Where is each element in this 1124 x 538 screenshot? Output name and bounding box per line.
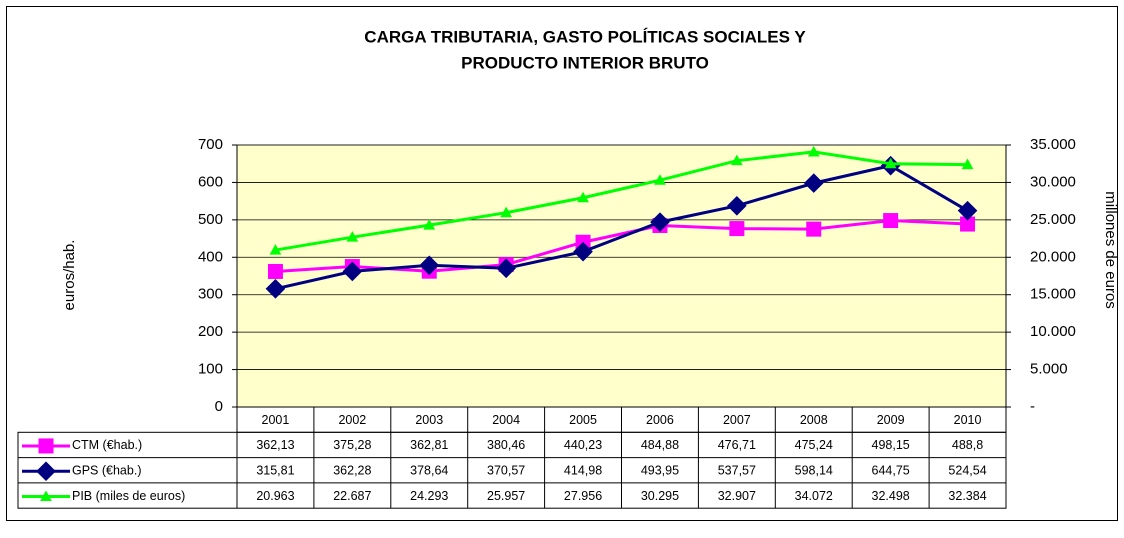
marker bbox=[573, 241, 593, 262]
y2-tick-label: 5.000 bbox=[1030, 361, 1068, 378]
marker bbox=[729, 221, 745, 237]
marker bbox=[419, 255, 440, 276]
table-cell: 488,8 bbox=[952, 438, 983, 452]
table-border bbox=[17, 431, 1007, 509]
marker bbox=[957, 200, 978, 221]
marker bbox=[883, 213, 899, 229]
table-cell: 524,54 bbox=[948, 464, 986, 478]
y2-tick-label: 30.000 bbox=[1030, 173, 1076, 190]
marker bbox=[731, 154, 743, 166]
marker bbox=[269, 244, 282, 255]
chart-title: PRODUCTO INTERIOR BRUTO bbox=[461, 53, 709, 72]
table-cell: 476,71 bbox=[718, 438, 756, 452]
table-cell: 25.957 bbox=[487, 489, 525, 503]
table-cell: 375,28 bbox=[333, 438, 371, 452]
x-tick-label: 2002 bbox=[338, 413, 366, 427]
table-cell: 27.956 bbox=[564, 489, 602, 503]
table-cell: 32.384 bbox=[948, 489, 986, 503]
marker bbox=[806, 221, 822, 237]
y-tick-label: 400 bbox=[198, 248, 223, 265]
x-tick-label: 2008 bbox=[800, 413, 828, 427]
y2-tick-label: 35.000 bbox=[1030, 136, 1076, 153]
y2-tick-label: 25.000 bbox=[1030, 211, 1076, 228]
legend-label: PIB (miles de euros) bbox=[72, 489, 185, 503]
marker bbox=[650, 212, 670, 232]
y2-tick-label: 10.000 bbox=[1030, 323, 1076, 340]
table-cell: 440,23 bbox=[564, 438, 602, 452]
table-cell: 380,46 bbox=[487, 438, 525, 452]
table-cell: 32.498 bbox=[872, 489, 910, 503]
table-cell: 20.963 bbox=[256, 489, 294, 503]
y-tick-label: 0 bbox=[215, 398, 223, 415]
table-cell: 598,14 bbox=[795, 464, 833, 478]
table-cell: 475,24 bbox=[795, 438, 833, 452]
y-tick-label: 700 bbox=[198, 136, 223, 153]
marker bbox=[38, 438, 54, 454]
y2-tick-label: - bbox=[1030, 398, 1035, 415]
marker bbox=[500, 206, 512, 218]
marker bbox=[342, 261, 363, 282]
table-cell: 644,75 bbox=[872, 464, 910, 478]
table-cell: 362,81 bbox=[410, 438, 448, 452]
marker bbox=[40, 490, 52, 502]
marker bbox=[423, 219, 436, 230]
table-cell: 498,15 bbox=[872, 438, 910, 452]
table-cell: 30.295 bbox=[641, 489, 679, 503]
table-cell: 493,95 bbox=[641, 464, 679, 478]
marker bbox=[807, 145, 820, 157]
table-cell: 537,57 bbox=[718, 464, 756, 478]
marker bbox=[884, 157, 897, 169]
table-cell: 362,28 bbox=[333, 464, 371, 478]
marker bbox=[577, 191, 589, 203]
marker bbox=[496, 258, 516, 279]
table-cell: 484,88 bbox=[641, 438, 679, 452]
marker bbox=[727, 195, 747, 216]
y-tick-label: 300 bbox=[198, 286, 223, 303]
table-cell: 24.293 bbox=[410, 489, 448, 503]
y2-tick-label: 20.000 bbox=[1030, 248, 1076, 265]
x-tick-label: 2005 bbox=[569, 413, 597, 427]
marker bbox=[36, 461, 56, 482]
marker bbox=[346, 231, 359, 242]
marker bbox=[961, 158, 974, 170]
table-cell: 32.907 bbox=[718, 489, 756, 503]
marker bbox=[803, 173, 824, 193]
series-line bbox=[275, 150, 968, 252]
y-axis-label: euros/hab. bbox=[61, 240, 78, 311]
y-tick-label: 600 bbox=[198, 173, 223, 190]
table-cell: 362,13 bbox=[256, 438, 294, 452]
table-cell: 414,98 bbox=[564, 464, 602, 478]
series-line bbox=[275, 164, 969, 291]
y-tick-label: 100 bbox=[198, 361, 223, 378]
x-tick-label: 2009 bbox=[877, 413, 905, 427]
table-cell: 22.687 bbox=[333, 489, 371, 503]
table-cell: 34.072 bbox=[795, 489, 833, 503]
x-tick-label: 2003 bbox=[415, 413, 443, 427]
legend-label: GPS (€hab.) bbox=[72, 464, 141, 478]
table-cell: 315,81 bbox=[256, 464, 294, 478]
x-tick-label: 2001 bbox=[262, 413, 290, 427]
table-cell: 370,57 bbox=[487, 464, 525, 478]
table-cell: 378,64 bbox=[410, 464, 448, 478]
marker bbox=[265, 278, 286, 299]
y-tick-label: 500 bbox=[198, 211, 223, 228]
marker bbox=[654, 174, 666, 185]
marker bbox=[267, 263, 283, 279]
x-tick-label: 2006 bbox=[646, 413, 674, 427]
y2-axis-label: millones de euros bbox=[1102, 191, 1119, 309]
legend-label: CTM (€hab.) bbox=[72, 438, 142, 452]
x-tick-label: 2010 bbox=[954, 413, 982, 427]
y-tick-label: 200 bbox=[198, 323, 223, 340]
y2-tick-label: 15.000 bbox=[1030, 286, 1076, 303]
x-tick-label: 2004 bbox=[492, 413, 520, 427]
chart-title: CARGA TRIBUTARIA, GASTO POLÍTICAS SOCIAL… bbox=[364, 27, 806, 46]
x-tick-label: 2007 bbox=[723, 413, 751, 427]
